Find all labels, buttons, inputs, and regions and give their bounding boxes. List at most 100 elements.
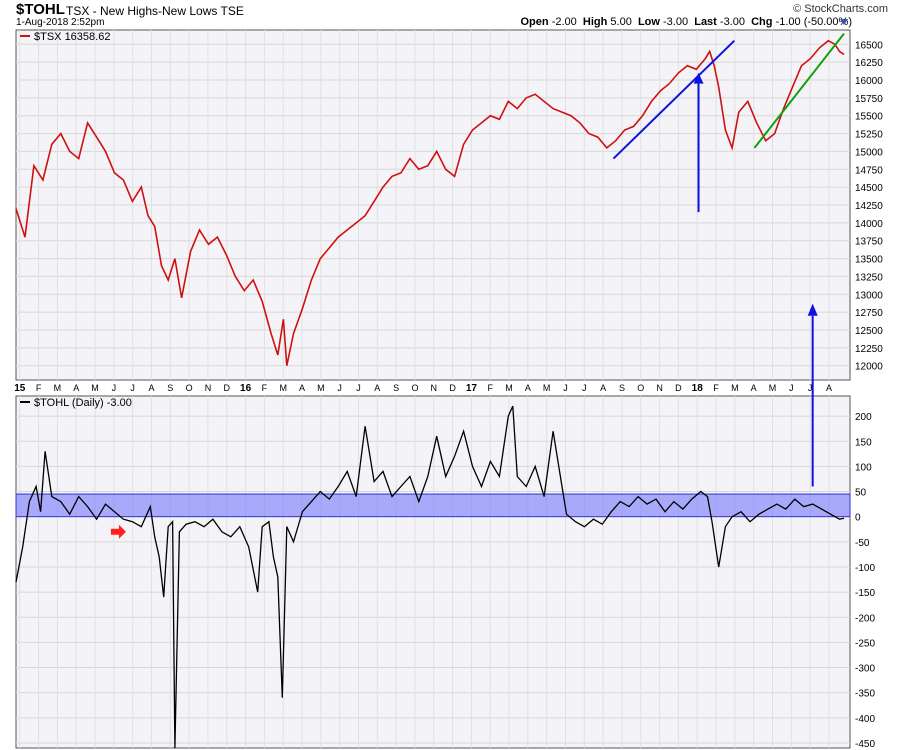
tsx-legend: $TSX 16358.62 [34,31,110,43]
y-tick-label: 16500 [855,40,883,51]
y-tick-label: 12750 [855,308,883,319]
x-tick-label: M [91,383,99,393]
x-tick-label: J [582,383,587,393]
y-tick-label: -400 [855,714,875,725]
y-tick-label: 15250 [855,130,883,141]
y-tick-label: -450 [855,739,875,750]
y-tick-label: -50 [855,538,870,549]
x-tick-label: J [130,383,135,393]
y-tick-label: 14250 [855,201,883,212]
x-tick-label: A [73,383,79,393]
tohl-line [15,405,845,749]
trendline-green [753,32,845,149]
high-label: High [582,16,608,28]
y-tick-label: 200 [855,412,872,423]
y-tick-label: 16000 [855,76,883,87]
open-label: Open [520,16,549,28]
x-tick-label: A [751,383,757,393]
y-tick-label: 12250 [855,344,883,355]
x-tick-label: F [262,383,268,393]
x-tick-label: A [525,383,531,393]
x-tick-label: A [374,383,380,393]
chevron-down-icon[interactable] [840,19,848,25]
x-tick-label: A [826,383,832,393]
x-tick-label: F [487,383,493,393]
symbol: $TOHL [16,1,65,18]
last-value: -3.00 [719,16,745,28]
x-tick-label: J [563,383,568,393]
arrow-right-icon [110,524,126,539]
x-tick-label: M [279,383,287,393]
y-tick-label: -150 [855,588,875,599]
x-tick-label: 15 [14,383,26,394]
x-tick-label: M [769,383,777,393]
y-tick-label: 13750 [855,237,883,248]
x-tick-label: 16 [240,383,252,394]
y-tick-label: 14750 [855,165,883,176]
x-tick-label: M [54,383,62,393]
y-tick-label: 13000 [855,290,883,301]
chart-description: TSX - New Highs-New Lows TSE [66,4,244,18]
tohl-legend: $TOHL (Daily) -3.00 [34,397,132,409]
y-tick-label: 50 [855,488,867,499]
exchange: TSE [220,4,244,18]
x-tick-label: J [808,383,813,393]
tsx-price-line [15,39,845,366]
x-tick-label: D [449,383,456,393]
x-tick-label: J [789,383,794,393]
x-tick-label: O [411,383,418,393]
x-tick-label: A [148,383,154,393]
arrow-up-icon [693,72,704,84]
x-tick-label: 18 [692,383,704,394]
x-tick-label: N [431,383,438,393]
x-tick-label: J [356,383,361,393]
y-tick-label: -100 [855,563,875,574]
low-value: -3.00 [663,16,689,28]
x-tick-label: S [167,383,173,393]
x-tick-label: A [299,383,305,393]
x-tick-label: O [186,383,193,393]
y-tick-label: 15750 [855,94,883,105]
chart-header: $TOHL TSX - New Highs-New Lows TSE 1-Aug… [0,0,900,30]
x-tick-label: M [543,383,551,393]
datetime: 1-Aug-2018 2:52pm [16,17,105,28]
y-tick-label: 13250 [855,272,883,283]
y-tick-label: -200 [855,613,875,624]
ohlc-readout: Open -2.00 High 5.00 Low -3.00 Last -3.0… [521,16,853,28]
arrow-up-icon [807,303,818,316]
y-tick-label: -300 [855,664,875,675]
x-tick-label: M [317,383,325,393]
description-text: TSX - New Highs-New Lows [66,4,218,18]
y-tick-label: 100 [855,462,872,473]
x-tick-label: D [224,383,231,393]
y-tick-label: 12000 [855,362,883,373]
x-tick-label: D [675,383,682,393]
y-tick-label: 14500 [855,183,883,194]
x-tick-label: M [505,383,513,393]
chg-value: -1.00 (-50.00%) [775,16,852,28]
open-value: -2.00 [551,16,577,28]
x-tick-label: A [600,383,606,393]
y-tick-label: -350 [855,689,875,700]
x-tick-label: J [337,383,342,393]
x-tick-label: O [637,383,644,393]
x-tick-label: M [731,383,739,393]
last-label: Last [694,16,717,28]
x-tick-label: S [393,383,399,393]
x-tick-label: N [656,383,663,393]
y-tick-label: 16250 [855,58,883,69]
low-label: Low [637,16,660,28]
y-tick-label: 14000 [855,219,883,230]
y-tick-label: 13500 [855,255,883,266]
y-tick-label: -250 [855,638,875,649]
x-tick-label: 17 [466,383,478,394]
y-tick-label: 0 [855,513,861,524]
highlight-band [15,493,851,518]
panel-frame-2 [15,395,851,749]
x-tick-label: S [619,383,625,393]
brand-link[interactable]: © StockCharts.com [793,3,888,15]
x-tick-label: N [205,383,212,393]
trendline-blue [612,39,736,160]
y-tick-label: 150 [855,437,872,448]
